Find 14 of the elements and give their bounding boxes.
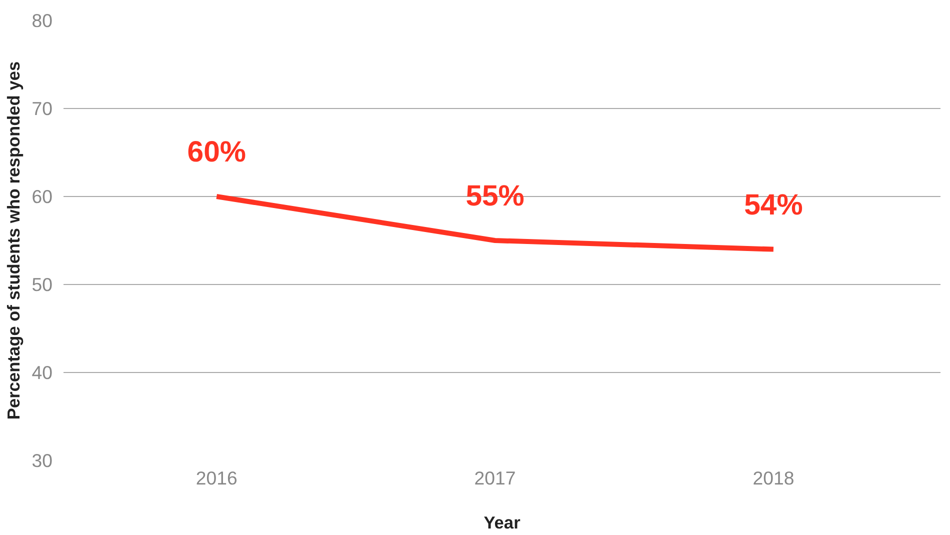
y-tick-label: 80 — [32, 10, 53, 31]
x-tick-label: 2018 — [752, 468, 794, 488]
data-label: 55% — [466, 180, 524, 212]
y-tick-label: 50 — [32, 274, 53, 295]
x-axis-title: Year — [484, 512, 521, 532]
data-label: 54% — [744, 188, 803, 222]
x-tick-label: 2017 — [474, 468, 516, 488]
y-axis-title: Percentage of students who responded yes — [4, 61, 24, 420]
data-label: 60% — [187, 136, 246, 168]
y-tick-label: 70 — [32, 98, 53, 119]
x-tick-label: 2016 — [196, 468, 238, 488]
y-tick-label: 40 — [32, 362, 53, 383]
y-tick-label: 60 — [32, 186, 53, 207]
y-tick-label: 30 — [32, 450, 53, 471]
